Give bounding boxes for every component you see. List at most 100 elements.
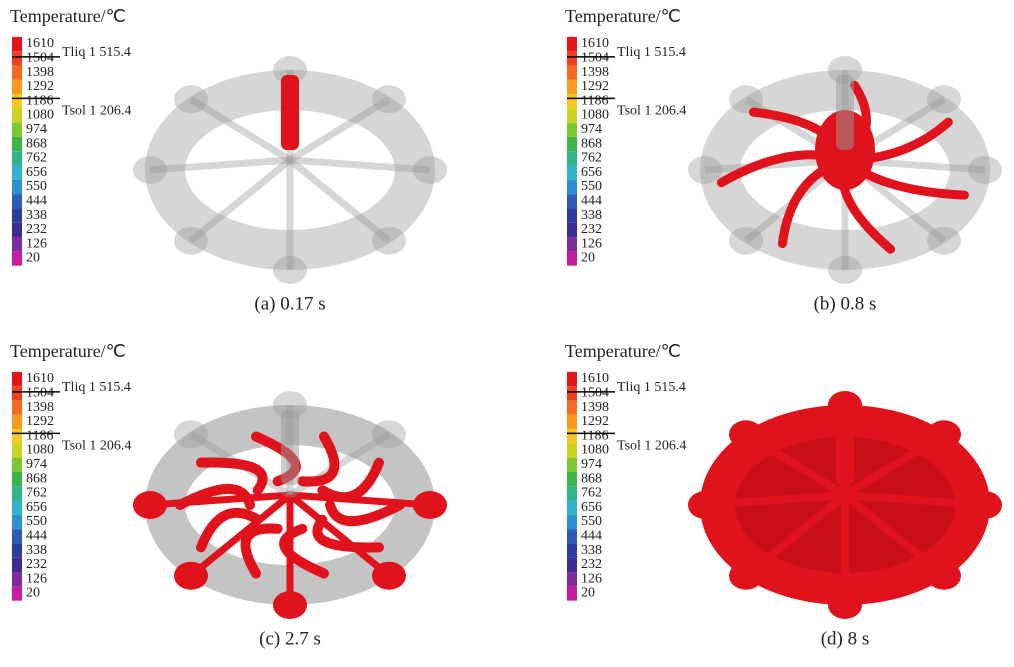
- riser: [372, 227, 406, 255]
- sprue: [836, 75, 854, 150]
- sprue: [836, 410, 854, 485]
- color-swatch: [12, 543, 22, 557]
- color-swatch: [567, 166, 577, 180]
- riser: [927, 85, 961, 113]
- casting-model: [688, 56, 1002, 284]
- scale-label: 1398: [581, 400, 609, 415]
- scale-label: 868: [26, 136, 47, 151]
- scale-label: 444: [581, 529, 602, 544]
- legend-title: Temperature/℃: [565, 6, 681, 26]
- color-swatch: [567, 123, 577, 137]
- solidus-label: Tsol 1 206.4: [62, 438, 131, 453]
- scale-label: 20: [581, 251, 595, 266]
- scale-label: 338: [581, 543, 602, 558]
- scale-label: 20: [26, 251, 40, 266]
- scale-label: 338: [26, 208, 47, 223]
- color-swatch: [12, 137, 22, 151]
- scale-label: 1186: [26, 93, 53, 108]
- color-swatch: [12, 429, 22, 443]
- scale-label: 550: [581, 179, 602, 194]
- casting-model: [133, 56, 447, 284]
- color-swatch: [567, 223, 577, 237]
- color-swatch: [567, 501, 577, 515]
- scale-label: 974: [581, 457, 602, 472]
- riser: [174, 562, 208, 590]
- riser: [927, 562, 961, 590]
- color-swatch: [567, 458, 577, 472]
- scale-label: 126: [26, 236, 47, 251]
- scale-label: 1186: [581, 428, 608, 443]
- scale-label: 444: [26, 194, 47, 209]
- scale-label: 444: [26, 529, 47, 544]
- liquidus-label: Tliq 1 515.4: [62, 45, 131, 60]
- panel: Temperature/℃161015041398129211861080974…: [565, 6, 1002, 314]
- caption: (b) 0.8 s: [814, 293, 877, 314]
- riser: [729, 562, 763, 590]
- color-swatch: [12, 529, 22, 543]
- scale-label: 656: [26, 165, 47, 180]
- color-swatch: [567, 586, 577, 600]
- riser: [688, 491, 722, 519]
- scale-label: 1504: [26, 51, 54, 66]
- color-swatch: [12, 51, 22, 65]
- scale-label: 1610: [26, 371, 54, 386]
- color-swatch: [12, 386, 22, 400]
- scale-label: 232: [26, 222, 47, 237]
- scale-label: 1080: [26, 443, 54, 458]
- color-swatch: [12, 251, 22, 265]
- scale-label: 338: [581, 208, 602, 223]
- color-swatch: [12, 123, 22, 137]
- caption: (d) 8 s: [821, 628, 870, 649]
- scale-label: 232: [581, 557, 602, 572]
- riser: [372, 420, 406, 448]
- color-swatch: [567, 94, 577, 108]
- color-swatch: [12, 415, 22, 429]
- color-swatch: [567, 80, 577, 94]
- scale-label: 656: [581, 165, 602, 180]
- scale-label: 444: [581, 194, 602, 209]
- panel: Temperature/℃161015041398129211861080974…: [10, 6, 447, 314]
- scale-label: 1186: [581, 93, 608, 108]
- scale-label: 1398: [26, 65, 54, 80]
- scale-label: 1610: [26, 36, 54, 51]
- scale-label: 1398: [581, 65, 609, 80]
- riser: [828, 256, 862, 284]
- color-swatch: [567, 429, 577, 443]
- color-swatch: [12, 65, 22, 79]
- scale-label: 762: [26, 151, 47, 166]
- color-swatch: [12, 223, 22, 237]
- color-swatch: [12, 94, 22, 108]
- legend-title: Temperature/℃: [10, 341, 126, 361]
- liquidus-label: Tliq 1 515.4: [617, 380, 686, 395]
- scale-label: 126: [581, 236, 602, 251]
- color-swatch: [567, 386, 577, 400]
- color-swatch: [12, 80, 22, 94]
- color-swatch: [12, 586, 22, 600]
- riser: [133, 156, 167, 184]
- color-swatch: [12, 237, 22, 251]
- scale-label: 232: [581, 222, 602, 237]
- color-swatch: [567, 108, 577, 122]
- color-swatch: [567, 194, 577, 208]
- scale-label: 1292: [26, 414, 54, 429]
- riser: [174, 420, 208, 448]
- color-swatch: [12, 400, 22, 414]
- solidus-label: Tsol 1 206.4: [617, 438, 686, 453]
- scale-label: 20: [581, 586, 595, 601]
- scale-label: 1504: [581, 386, 609, 401]
- scale-label: 1292: [581, 79, 609, 94]
- scale-label: 762: [581, 151, 602, 166]
- scale-label: 1610: [581, 36, 609, 51]
- color-swatch: [12, 515, 22, 529]
- color-swatch: [567, 415, 577, 429]
- riser: [372, 562, 406, 590]
- color-swatch: [567, 400, 577, 414]
- riser: [372, 85, 406, 113]
- riser: [968, 156, 1002, 184]
- riser: [927, 420, 961, 448]
- color-swatch: [567, 65, 577, 79]
- riser: [968, 491, 1002, 519]
- sprue: [281, 410, 299, 485]
- riser: [688, 156, 722, 184]
- color-swatch: [567, 51, 577, 65]
